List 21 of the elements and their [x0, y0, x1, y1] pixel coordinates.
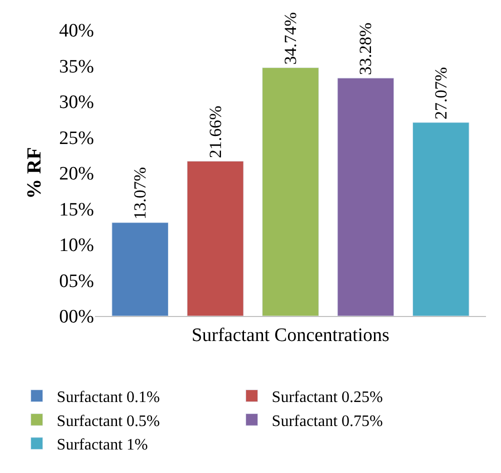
y-tick-label: 35% — [59, 56, 94, 78]
data-label: 27.07% — [431, 67, 450, 120]
data-label: 13.07% — [130, 167, 150, 220]
y-axis-title: % RF — [24, 147, 46, 199]
y-tick-label: 10% — [59, 235, 94, 256]
y-tick-label: 15% — [59, 199, 94, 220]
y-tick-label: 00% — [59, 306, 94, 328]
y-tick-label: 30% — [59, 92, 94, 114]
legend-label: Surfactant 0.25% — [272, 389, 383, 406]
x-axis-title: Surfactant Concentrations — [192, 325, 390, 346]
legend-label: Surfactant 1% — [56, 436, 148, 454]
legend-label: Surfactant 0.1% — [56, 389, 160, 406]
data-label: 33.28% — [356, 22, 376, 76]
y-tick-label: 05% — [59, 270, 94, 292]
y-tick-label: 25% — [59, 128, 94, 149]
y-tick-label: 20% — [59, 164, 94, 185]
legend-label: Surfactant 0.5% — [56, 412, 160, 430]
legend-label: Surfactant 0.75% — [272, 412, 383, 430]
data-label: 34.74% — [281, 12, 300, 65]
y-tick-label: 40% — [59, 20, 94, 42]
data-label: 21.66% — [206, 106, 225, 158]
